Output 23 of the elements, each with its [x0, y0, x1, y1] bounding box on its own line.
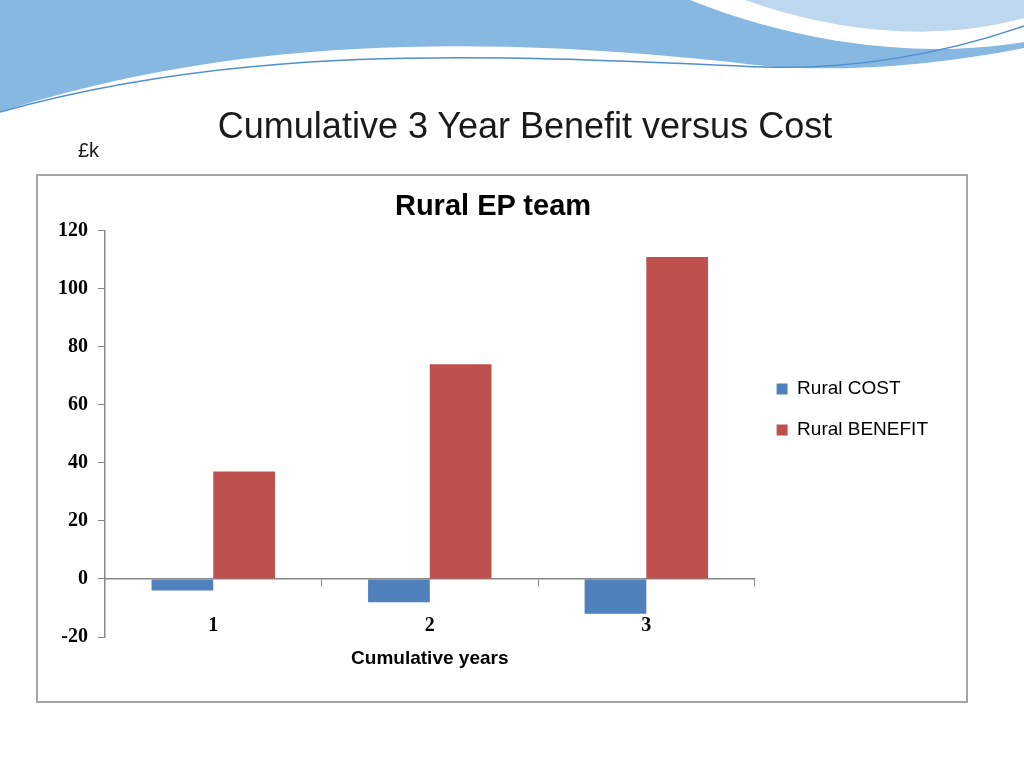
bar — [213, 471, 275, 579]
legend-label: Rural COST — [797, 377, 901, 399]
y-tick-label: 20 — [68, 508, 88, 531]
y-tick-label: 40 — [68, 450, 88, 473]
x-tick-label: 3 — [641, 613, 652, 636]
y-tick-label: 100 — [58, 276, 88, 298]
y-axis-title: £k — [78, 138, 100, 162]
y-tick-label: -20 — [61, 624, 88, 647]
bar — [584, 579, 647, 614]
bar — [429, 364, 492, 579]
bar — [151, 579, 214, 591]
x-tick-label: 1 — [208, 613, 219, 636]
y-tick-label: 120 — [58, 217, 88, 240]
x-tick-label: 2 — [424, 613, 435, 636]
bar — [368, 579, 430, 603]
y-tick-label: 60 — [68, 392, 88, 415]
y-tick-label: 0 — [78, 566, 88, 589]
legend-label: Rural BENEFIT — [797, 418, 929, 440]
chart-title: Cumulative 3 Year Benefit versus Cost — [216, 104, 834, 148]
chart-subtitle: Rural EP team — [394, 189, 592, 222]
y-tick-label: 80 — [68, 334, 88, 357]
bar — [646, 256, 709, 579]
x-axis-title: Cumulative years — [351, 646, 509, 668]
